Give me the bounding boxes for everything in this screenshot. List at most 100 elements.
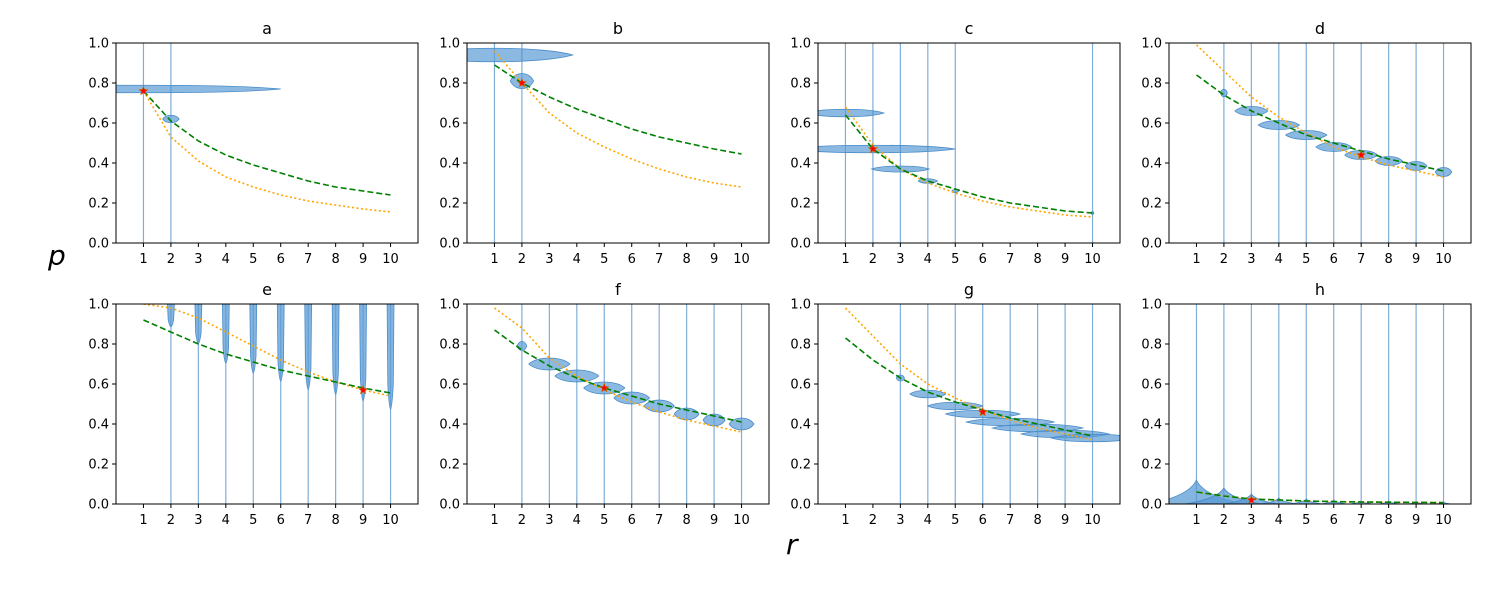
- violin-body: [162, 114, 180, 124]
- x-tick-label: 1: [139, 513, 147, 528]
- panel-title: b: [613, 19, 623, 38]
- orange-dotted-curve: [1195, 44, 1444, 178]
- x-tick-label: 3: [896, 252, 904, 267]
- x-tick-label: 8: [331, 252, 339, 267]
- violin-r9: [1019, 304, 1111, 504]
- orange-dotted-curve: [494, 307, 742, 433]
- x-tick-label: 9: [1061, 513, 1069, 528]
- green-dashed-curve: [844, 337, 1093, 437]
- violin-spike: [194, 304, 203, 344]
- y-tick-label: 0.6: [88, 117, 109, 132]
- violin-spike: [249, 304, 258, 374]
- x-tick-label: 7: [1357, 513, 1365, 528]
- y-tick-label: 0.6: [439, 378, 460, 393]
- x-tick-label: 2: [518, 513, 526, 528]
- violin-r3: [1223, 304, 1279, 504]
- x-tick-label: 3: [896, 513, 904, 528]
- violin-r1: [116, 43, 281, 243]
- panel-d: 1 2 3 4 5 6 7 8 9 10 0.0 0.2 0.4 0.6 0.8 1.0 d: [1141, 19, 1472, 267]
- y-tick-label: 0.6: [790, 117, 811, 132]
- y-tick-label: 0.2: [1141, 458, 1162, 473]
- y-tick-label: 0.4: [1141, 157, 1162, 172]
- x-tick-label: 2: [1220, 252, 1228, 267]
- y-tick-label: 0.2: [1141, 197, 1162, 212]
- violin-r7: [304, 304, 313, 504]
- y-tick-label: 0.8: [88, 338, 109, 353]
- violin-body: [818, 108, 886, 118]
- violin-r5: [249, 304, 258, 504]
- x-tick-label: 10: [733, 252, 750, 267]
- violin-r6: [613, 304, 651, 504]
- x-tick-label: 2: [869, 513, 877, 528]
- x-tick-label: 4: [573, 513, 581, 528]
- violin-r10: [386, 304, 395, 504]
- x-tick-label: 3: [1247, 252, 1255, 267]
- y-tick-label: 0.0: [88, 498, 109, 513]
- x-tick-label: 1: [841, 252, 849, 267]
- axes-frame: [115, 42, 419, 244]
- green-dashed-curve: [1196, 491, 1444, 504]
- x-tick-label: 10: [1084, 513, 1101, 528]
- axes-frame: [817, 303, 1121, 505]
- y-tick-label: 1.0: [88, 298, 109, 313]
- y-tick-label: 0.8: [790, 77, 811, 92]
- violin-r7: [1344, 43, 1379, 243]
- plot-area: [1169, 304, 1452, 504]
- orange-dotted-curve: [844, 106, 1093, 218]
- x-tick-label: 4: [573, 252, 581, 267]
- violin-spike: [276, 304, 285, 382]
- green-dashed-curve: [494, 64, 742, 155]
- x-tick-label: 10: [382, 252, 399, 267]
- y-tick-label: 0.8: [439, 338, 460, 353]
- x-tick-label: 6: [1330, 513, 1338, 528]
- x-tick-label: 2: [167, 513, 175, 528]
- x-tick-label: 9: [1412, 252, 1420, 267]
- violin-r7: [1348, 304, 1374, 504]
- violin-r9: [702, 304, 726, 504]
- violin-r4: [554, 304, 600, 504]
- x-tick-label: 7: [304, 513, 312, 528]
- violin-r2: [1220, 43, 1228, 243]
- orange-dotted-curve: [142, 90, 391, 213]
- x-tick-label: 2: [1220, 513, 1228, 528]
- axes-frame: [1168, 303, 1472, 505]
- plot-area: [494, 304, 755, 504]
- y-tick-label: 1.0: [1141, 298, 1162, 313]
- green-dashed-curve: [844, 114, 1093, 214]
- orange-dotted-curve: [143, 304, 391, 397]
- y-tick-label: 1.0: [1141, 37, 1162, 52]
- panel-title: e: [262, 280, 272, 299]
- best-star-marker: [1356, 149, 1367, 160]
- panel-title: h: [1315, 280, 1325, 299]
- x-tick-label: 9: [359, 252, 367, 267]
- x-tick-label: 4: [1275, 252, 1283, 267]
- violin-r3: [870, 43, 931, 243]
- x-tick-label: 10: [1435, 513, 1452, 528]
- violin-spike: [331, 304, 340, 395]
- panel-title: f: [615, 280, 621, 299]
- x-tick-label: 9: [1412, 513, 1420, 528]
- x-tick-label: 7: [1006, 252, 1014, 267]
- y-tick-label: 0.0: [790, 498, 811, 513]
- violin-spike: [221, 304, 230, 364]
- x-tick-label: 8: [1384, 252, 1392, 267]
- x-tick-label: 8: [1384, 513, 1392, 528]
- x-tick-label: 4: [222, 513, 230, 528]
- violin-body: [116, 84, 281, 94]
- x-tick-label: 8: [331, 513, 339, 528]
- y-tick-label: 0.6: [1141, 117, 1162, 132]
- x-tick-label: 5: [1302, 513, 1310, 528]
- violin-body: [467, 47, 575, 63]
- plot-area: [143, 304, 395, 504]
- x-tick-label: 2: [518, 252, 526, 267]
- x-tick-label: 3: [1247, 513, 1255, 528]
- axes-frame: [466, 42, 770, 244]
- best-star-marker: [977, 406, 988, 417]
- violin-r3: [194, 304, 203, 504]
- y-tick-label: 0.4: [1141, 418, 1162, 433]
- x-tick-label: 7: [655, 513, 663, 528]
- violin-r6: [276, 304, 285, 504]
- panel-f: 1 2 3 4 5 6 7 8 9 10 0.0 0.2 0.4 0.6 0.8 1.0 f: [439, 280, 770, 528]
- violin-r1: [818, 43, 886, 243]
- violin-r2: [509, 43, 535, 243]
